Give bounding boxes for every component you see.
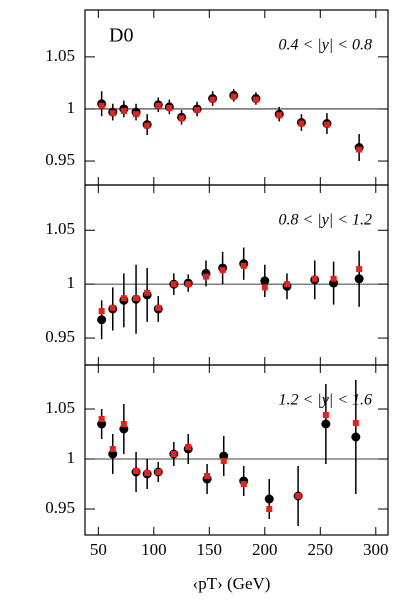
data-point xyxy=(204,473,211,479)
data-point xyxy=(97,315,107,325)
data-point xyxy=(109,304,116,311)
data-point xyxy=(170,281,177,288)
data-point xyxy=(120,421,127,427)
data-point xyxy=(219,267,226,274)
data-point xyxy=(194,107,201,113)
data-point xyxy=(98,102,105,109)
data-point xyxy=(323,121,330,128)
data-point xyxy=(352,420,359,426)
data-point xyxy=(209,96,216,103)
data-point xyxy=(311,275,318,282)
y-tick-label: 1.05 xyxy=(45,219,75,238)
y-tick-label: 1.05 xyxy=(45,46,75,65)
data-point xyxy=(98,308,105,315)
data-point xyxy=(295,493,302,499)
data-point xyxy=(133,295,140,302)
data-point xyxy=(266,506,273,512)
y-tick-label: 1 xyxy=(67,448,76,467)
annotation: 1.2 < |y| < 1.6 xyxy=(279,392,373,409)
data-point xyxy=(356,266,363,273)
data-point xyxy=(185,444,192,450)
y-tick-label: 1 xyxy=(67,273,76,292)
y-tick-label: 0.95 xyxy=(45,327,75,346)
data-point xyxy=(185,281,192,288)
data-point xyxy=(220,458,227,464)
data-point xyxy=(261,284,268,291)
data-point xyxy=(276,112,283,119)
data-point xyxy=(120,295,127,302)
data-point xyxy=(170,451,177,457)
x-tick-label: 250 xyxy=(308,540,334,559)
x-tick-label: 200 xyxy=(252,540,278,559)
data-point xyxy=(144,122,151,129)
data-point xyxy=(321,419,331,429)
data-point xyxy=(144,289,151,296)
x-tick-label: 100 xyxy=(141,540,167,559)
panel-label: D0 xyxy=(109,25,133,47)
annotation: 0.8 < |y| < 1.2 xyxy=(279,212,373,229)
x-tick-label: 150 xyxy=(197,540,223,559)
data-point xyxy=(133,111,140,118)
data-point xyxy=(298,120,305,127)
y-tick-label: 1 xyxy=(67,98,76,117)
data-point xyxy=(155,102,162,109)
x-tick-label: 50 xyxy=(90,540,107,559)
data-point xyxy=(356,146,363,153)
data-point xyxy=(330,275,337,282)
data-point xyxy=(240,262,247,269)
x-axis-label: ‹pT› (GeV) xyxy=(193,574,271,593)
data-point xyxy=(354,274,364,284)
data-point xyxy=(252,96,259,103)
data-point xyxy=(264,494,274,504)
data-point xyxy=(155,469,162,475)
y-tick-label: 0.95 xyxy=(45,498,75,517)
data-point xyxy=(322,412,329,418)
data-point xyxy=(120,108,127,115)
data-point xyxy=(178,115,185,122)
data-point xyxy=(351,432,361,442)
data-point xyxy=(202,273,209,280)
data-point xyxy=(155,304,162,311)
data-point xyxy=(240,481,247,487)
data-point xyxy=(109,446,116,452)
y-tick-label: 0.95 xyxy=(45,150,75,169)
annotation: 0.4 < |y| < 0.8 xyxy=(279,37,373,54)
data-point xyxy=(284,281,290,288)
panel-frame xyxy=(84,364,389,536)
data-point xyxy=(109,110,116,117)
x-tick-label: 300 xyxy=(363,540,389,559)
data-point xyxy=(98,416,105,422)
y-tick-label: 1.05 xyxy=(45,398,75,417)
data-point xyxy=(166,104,173,111)
data-point xyxy=(230,93,237,100)
data-point xyxy=(144,470,151,476)
data-point xyxy=(260,276,270,286)
data-point xyxy=(133,468,140,474)
